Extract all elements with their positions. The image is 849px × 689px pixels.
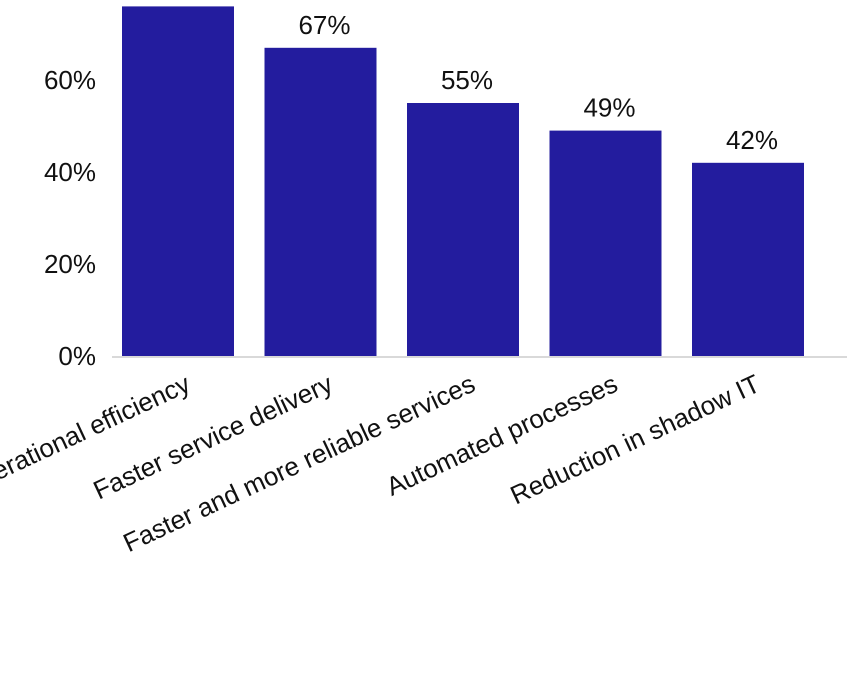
category-label: Automated processes bbox=[381, 368, 622, 501]
bar bbox=[692, 162, 804, 356]
category-label: Faster service delivery bbox=[89, 368, 337, 505]
y-axis-ticks: 0% 20% 40% 60% bbox=[44, 65, 96, 371]
y-tick-label: 20% bbox=[44, 249, 96, 279]
bar bbox=[549, 130, 662, 356]
data-label: 55% bbox=[441, 65, 493, 95]
y-tick-label: 60% bbox=[44, 65, 96, 95]
data-labels: 67% 55% 49% 42% bbox=[298, 10, 778, 155]
data-label: 42% bbox=[726, 125, 778, 155]
data-label: 67% bbox=[298, 10, 350, 40]
bars bbox=[122, 6, 804, 357]
bar bbox=[407, 103, 519, 356]
bar bbox=[264, 47, 377, 357]
data-label: 49% bbox=[583, 93, 635, 123]
y-tick-label: 0% bbox=[58, 341, 96, 371]
category-label: Reduction in shadow IT bbox=[506, 368, 765, 510]
bar bbox=[122, 6, 234, 357]
y-tick-label: 40% bbox=[44, 157, 96, 187]
